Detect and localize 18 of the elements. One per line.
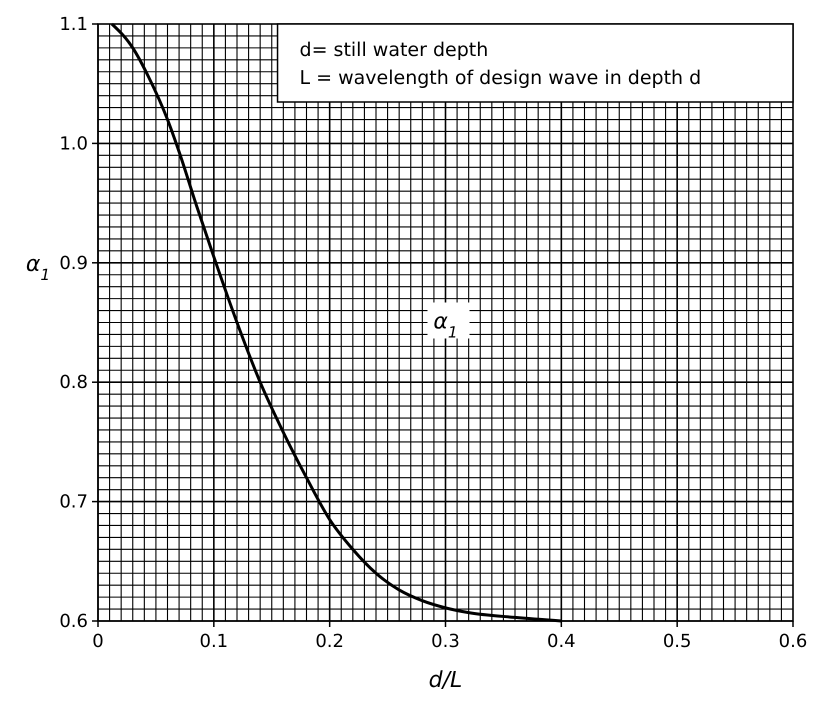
x-tick-label: 0 <box>92 631 104 652</box>
y-tick-label: 0.9 <box>59 252 88 274</box>
y-tick-label: 1.1 <box>59 14 88 35</box>
x-tick-label: 0.4 <box>547 631 576 652</box>
y-tick-label: 0.6 <box>59 611 88 632</box>
y-axis-title: α$_{1}$ <box>26 252 50 284</box>
x-tick-label: 0.6 <box>778 631 808 652</box>
x-tick-label: 0.5 <box>662 631 692 652</box>
x-tick-label: 0.3 <box>431 631 460 652</box>
x-tick-label: 0.2 <box>315 631 344 652</box>
x-axis-title: d/L <box>428 668 462 693</box>
y-tick-label: 1.0 <box>59 133 88 154</box>
annotation: L = wavelength of design wave in depth d <box>300 67 702 89</box>
annotation: α$_{1}$ <box>433 310 458 342</box>
y-tick-label: 0.8 <box>59 372 88 394</box>
y-tick-label: 0.7 <box>59 492 88 513</box>
x-tick-label: 0.1 <box>200 631 228 652</box>
annotation: d= still water depth <box>300 39 488 61</box>
